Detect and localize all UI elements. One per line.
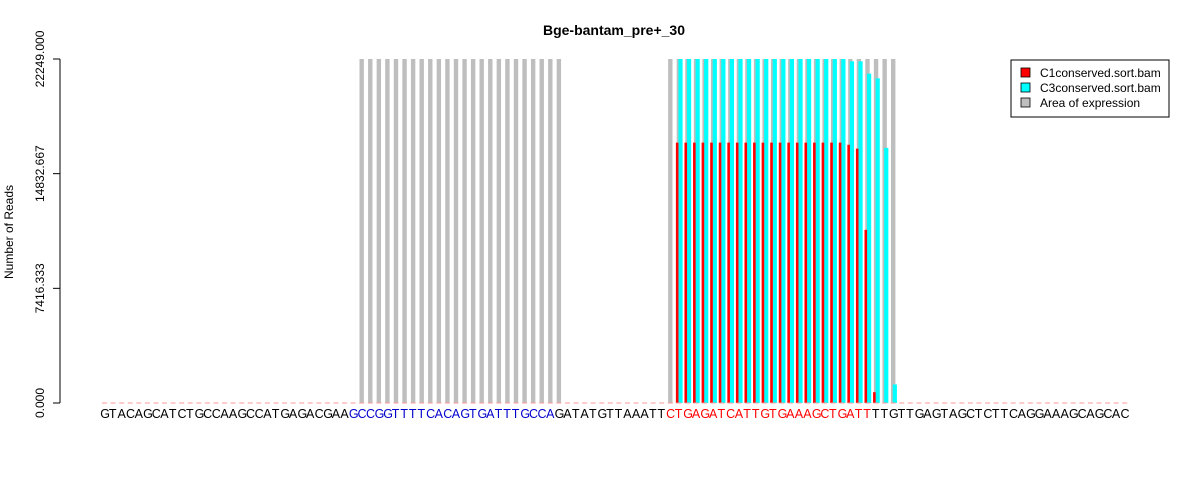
sequence-segment-3: CTGAGATCATTGTGAAAGCTGATT bbox=[666, 407, 871, 421]
bar-c3 bbox=[841, 59, 846, 403]
legend-box bbox=[1010, 59, 1170, 118]
legend-label-c1: C1conserved.sort.bam bbox=[1040, 66, 1161, 80]
bar-c1 bbox=[675, 142, 679, 403]
bar-c3 bbox=[729, 59, 735, 403]
bar-c1 bbox=[710, 142, 713, 403]
sequence-segment-4: TTGTTGAGTAGCTCTTCAGGAAAGCAGCAC bbox=[872, 407, 1130, 421]
expression-bar bbox=[359, 59, 364, 403]
y-axis: 0.000 7416.333 14832.667 22249.000 bbox=[33, 30, 61, 418]
expression-bar bbox=[470, 59, 476, 403]
legend-label-c3: C3conserved.sort.bam bbox=[1040, 81, 1161, 95]
bar-c1 bbox=[787, 142, 790, 403]
bar-c3 bbox=[738, 59, 743, 403]
bar-c3 bbox=[781, 59, 786, 403]
expression-bar bbox=[488, 59, 493, 403]
bar-c1 bbox=[770, 142, 773, 403]
bar-c1 bbox=[804, 142, 808, 403]
bar-c1 bbox=[718, 142, 722, 403]
sequence-labels: GTACAGCATCTGCCAAGCCATGAGACGAA GCCGGTTTTCA… bbox=[100, 407, 1129, 421]
bar-c1 bbox=[753, 142, 756, 403]
legend-label-expression: Area of expression bbox=[1040, 96, 1140, 110]
expression-bar bbox=[385, 59, 390, 403]
legend-swatch-c1 bbox=[1020, 67, 1031, 78]
expression-bar bbox=[522, 59, 527, 403]
bar-c3 bbox=[832, 59, 837, 403]
chart-title: Bge-bantam_pre+_30 bbox=[543, 22, 685, 38]
expression-bar bbox=[513, 59, 519, 403]
expression-bar bbox=[428, 59, 433, 403]
y-tick-label: 14832.667 bbox=[33, 145, 47, 202]
bar-c1 bbox=[727, 142, 730, 403]
expression-bar bbox=[436, 59, 442, 403]
expression-bar bbox=[530, 59, 536, 403]
bar-c3 bbox=[746, 59, 752, 403]
expression-bar bbox=[402, 59, 407, 403]
bar-c1 bbox=[821, 142, 825, 403]
bar-c3 bbox=[678, 59, 683, 403]
legend: C1conserved.sort.bam C3conserved.sort.ba… bbox=[1010, 59, 1170, 118]
bar-c1 bbox=[864, 229, 868, 403]
bar-c1 bbox=[855, 148, 859, 403]
bar-c1 bbox=[744, 142, 748, 403]
bar-c1 bbox=[830, 142, 833, 403]
bar-c3 bbox=[704, 59, 709, 403]
bar-c3 bbox=[695, 59, 700, 403]
expression-bar bbox=[368, 59, 373, 403]
expression-bar bbox=[462, 59, 467, 403]
bar-c3 bbox=[686, 59, 692, 403]
y-tick-label: 0.000 bbox=[33, 388, 47, 418]
bar-c3 bbox=[798, 59, 803, 403]
bar-c3 bbox=[806, 59, 812, 403]
legend-swatch-expression bbox=[1020, 97, 1031, 108]
y-tick-label: 22249.000 bbox=[33, 30, 47, 87]
expression-bar bbox=[445, 59, 450, 403]
expression-bar bbox=[479, 59, 484, 403]
bar-c3 bbox=[815, 59, 820, 403]
bar-c1 bbox=[735, 142, 739, 403]
legend-swatch-c3 bbox=[1020, 82, 1031, 93]
bar-c3 bbox=[772, 59, 777, 403]
expression-bar bbox=[505, 59, 510, 403]
bar-c3 bbox=[721, 59, 726, 403]
bar-c1 bbox=[813, 142, 816, 403]
bar-c1 bbox=[761, 142, 765, 403]
expression-bar bbox=[548, 59, 553, 403]
series-bars bbox=[675, 59, 897, 404]
bar-c3 bbox=[764, 59, 769, 403]
expression-bar bbox=[393, 59, 399, 403]
y-tick-label: 7416.333 bbox=[33, 263, 47, 313]
expression-bar bbox=[419, 59, 424, 403]
bar-c3 bbox=[892, 384, 897, 403]
bar-c1 bbox=[873, 392, 876, 403]
bar-c3 bbox=[712, 59, 717, 403]
sequence-segment-2: GATATGTTAAATT bbox=[555, 407, 666, 421]
expression-bar bbox=[668, 59, 673, 403]
y-axis-label: Number of Reads bbox=[2, 185, 16, 279]
sequence-segment-1: GCCGGTTTTCACAGTGATTTGCCA bbox=[349, 407, 555, 421]
bar-c3 bbox=[755, 59, 760, 403]
expression-bar bbox=[891, 59, 896, 403]
expression-bar bbox=[556, 59, 562, 403]
expression-bar bbox=[410, 59, 416, 403]
bar-c3 bbox=[884, 147, 889, 403]
bar-c1 bbox=[795, 142, 799, 403]
bar-c1 bbox=[701, 142, 705, 403]
bar-c3 bbox=[866, 73, 872, 403]
expression-bar bbox=[539, 59, 544, 403]
bar-c3 bbox=[875, 78, 880, 403]
bar-c3 bbox=[824, 59, 829, 403]
expression-bar bbox=[376, 59, 382, 403]
bar-c3 bbox=[789, 59, 795, 403]
expression-bar bbox=[453, 59, 459, 403]
sequence-segment-0: GTACAGCATCTGCCAAGCCATGAGACGAA bbox=[100, 407, 349, 421]
bar-c1 bbox=[684, 142, 688, 403]
bar-c1 bbox=[847, 144, 850, 403]
expression-bar bbox=[496, 59, 502, 403]
bar-c3 bbox=[849, 61, 855, 404]
bar-c3 bbox=[858, 61, 863, 404]
bar-c1 bbox=[693, 142, 696, 403]
bar-c1 bbox=[778, 142, 782, 403]
bar-c1 bbox=[838, 142, 842, 403]
